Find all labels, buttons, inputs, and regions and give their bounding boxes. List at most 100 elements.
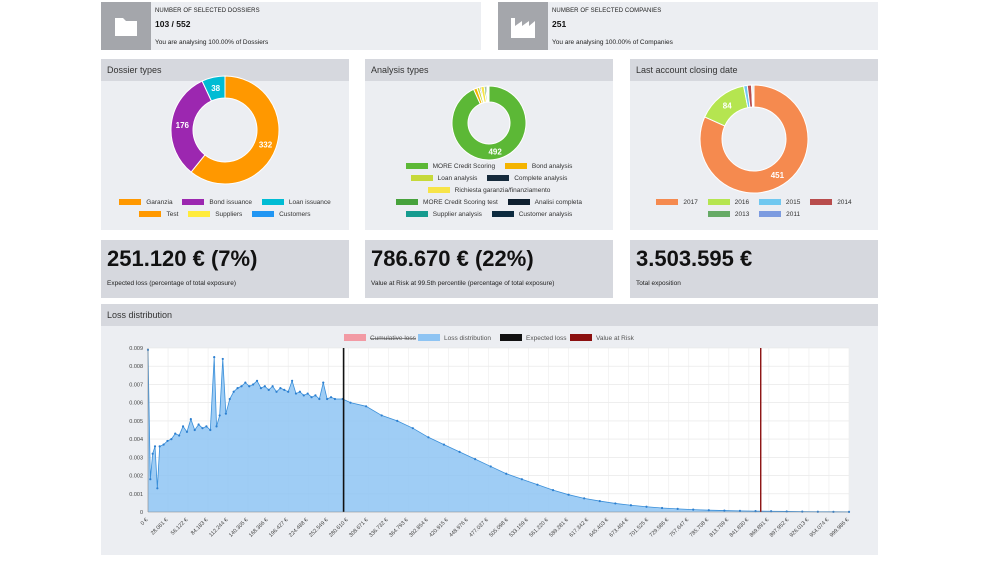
- loss-point[interactable]: [228, 397, 231, 401]
- loss-point[interactable]: [189, 417, 192, 421]
- legend-item-supplier-analysis[interactable]: Supplier analysis: [405, 211, 482, 218]
- loss-point[interactable]: [263, 385, 266, 388]
- loss-point[interactable]: [232, 390, 235, 393]
- loss-point[interactable]: [738, 509, 742, 513]
- loss-point[interactable]: [614, 502, 617, 505]
- loss-point[interactable]: [302, 394, 305, 397]
- donut-slice-more-credit-scoring[interactable]: [451, 85, 527, 161]
- legend-item-bond-issuance[interactable]: Bond issuance: [182, 199, 252, 206]
- legend-item-analisi-completa[interactable]: Analisi completa: [507, 199, 582, 206]
- loss-point[interactable]: [162, 443, 165, 446]
- loss-point[interactable]: [213, 356, 216, 359]
- legend-item-garanzia[interactable]: Garanzia: [119, 199, 173, 206]
- loss-point[interactable]: [244, 381, 247, 384]
- loss-point[interactable]: [660, 506, 664, 510]
- loss-point[interactable]: [205, 425, 208, 428]
- loss-point[interactable]: [240, 385, 243, 388]
- legend-item-suppliers[interactable]: Suppliers: [188, 211, 242, 218]
- loss-point[interactable]: [676, 507, 679, 511]
- loss-point[interactable]: [629, 504, 633, 507]
- loss-point[interactable]: [551, 489, 555, 492]
- legend-item-bond-analysis[interactable]: Bond analysis: [504, 163, 572, 170]
- loss-point[interactable]: [583, 497, 586, 500]
- loss-point[interactable]: [248, 385, 251, 388]
- legend-swatch-expected-loss[interactable]: [500, 334, 522, 341]
- loss-point[interactable]: [754, 509, 757, 513]
- legend-item-2015[interactable]: 2015: [758, 199, 800, 206]
- loss-point[interactable]: [255, 379, 259, 382]
- legend-item-complete-analysis[interactable]: Complete analysis: [487, 175, 567, 182]
- legend-item-more-credit-scoring-test[interactable]: MORE Credit Scoring test: [396, 199, 498, 206]
- loss-point[interactable]: [185, 430, 189, 433]
- loss-point[interactable]: [396, 419, 399, 422]
- loss-point[interactable]: [170, 438, 173, 441]
- loss-point[interactable]: [236, 386, 239, 390]
- loss-point[interactable]: [158, 445, 161, 448]
- loss-point[interactable]: [181, 425, 185, 428]
- legend-item-2011[interactable]: 2011: [759, 211, 800, 218]
- loss-point[interactable]: [298, 390, 301, 393]
- loss-point[interactable]: [333, 397, 337, 401]
- loss-point[interactable]: [290, 379, 294, 382]
- loss-point[interactable]: [197, 423, 200, 426]
- loss-point[interactable]: [201, 427, 204, 430]
- loss-point[interactable]: [151, 452, 154, 455]
- donut-slice-2011[interactable]: [752, 84, 755, 108]
- legend-swatch-value-at-risk[interactable]: [570, 334, 592, 341]
- legend-item-loan-issuance[interactable]: Loan issuance: [261, 199, 331, 206]
- loss-point[interactable]: [314, 394, 317, 397]
- loss-point[interactable]: [427, 436, 430, 439]
- loss-point[interactable]: [536, 483, 539, 486]
- legend-item-2017[interactable]: 2017: [656, 199, 698, 206]
- loss-point[interactable]: [287, 390, 290, 393]
- legend-swatch-cumulative-loss[interactable]: [344, 334, 366, 341]
- legend-label-expected-loss[interactable]: Expected loss: [526, 335, 567, 342]
- loss-point[interactable]: [474, 458, 477, 461]
- loss-point[interactable]: [329, 396, 333, 399]
- loss-point[interactable]: [322, 381, 325, 384]
- loss-point[interactable]: [306, 392, 309, 395]
- loss-point[interactable]: [645, 505, 648, 508]
- legend-item-2013[interactable]: 2013: [707, 211, 749, 218]
- loss-point[interactable]: [567, 493, 570, 496]
- loss-point[interactable]: [174, 432, 177, 435]
- loss-point[interactable]: [252, 383, 255, 386]
- loss-point[interactable]: [218, 414, 221, 417]
- loss-point[interactable]: [723, 509, 726, 512]
- loss-point[interactable]: [193, 428, 196, 432]
- loss-point[interactable]: [294, 392, 298, 395]
- legend-label-value-at-risk[interactable]: Value at Risk: [596, 335, 635, 342]
- legend-label-loss-distribution[interactable]: Loss distribution: [444, 335, 491, 342]
- loss-point[interactable]: [279, 386, 282, 390]
- loss-point[interactable]: [411, 427, 414, 430]
- donut-slice-customer-analysis[interactable]: [487, 85, 490, 103]
- loss-point[interactable]: [215, 425, 218, 428]
- loss-point[interactable]: [458, 450, 461, 453]
- loss-point[interactable]: [149, 478, 152, 481]
- loss-point[interactable]: [267, 388, 270, 392]
- loss-point[interactable]: [156, 487, 159, 490]
- loss-point[interactable]: [221, 357, 224, 361]
- loss-point[interactable]: [283, 388, 286, 392]
- legend-item-more-credit-scoring[interactable]: MORE Credit Scoring: [405, 163, 495, 170]
- loss-point[interactable]: [209, 428, 212, 432]
- loss-point[interactable]: [520, 478, 523, 481]
- loss-point[interactable]: [310, 396, 313, 399]
- loss-point[interactable]: [380, 414, 383, 417]
- loss-point[interactable]: [275, 390, 278, 393]
- loss-point[interactable]: [349, 401, 352, 404]
- legend-item-customer-analysis[interactable]: Customer analysis: [491, 211, 572, 218]
- legend-item-customers[interactable]: Customers: [252, 211, 311, 218]
- loss-point[interactable]: [598, 499, 601, 503]
- loss-point[interactable]: [224, 412, 227, 415]
- donut-slice-2017[interactable]: [699, 84, 809, 194]
- loss-point[interactable]: [364, 405, 368, 408]
- loss-point[interactable]: [692, 508, 695, 511]
- loss-point[interactable]: [505, 472, 508, 475]
- loss-point[interactable]: [801, 510, 804, 513]
- loss-point[interactable]: [318, 397, 321, 401]
- loss-point[interactable]: [442, 443, 446, 446]
- legend-label-cumulative-loss[interactable]: Cumulative loss: [370, 335, 417, 342]
- donut-slice-garanzia[interactable]: [190, 75, 280, 185]
- loss-point[interactable]: [489, 465, 492, 468]
